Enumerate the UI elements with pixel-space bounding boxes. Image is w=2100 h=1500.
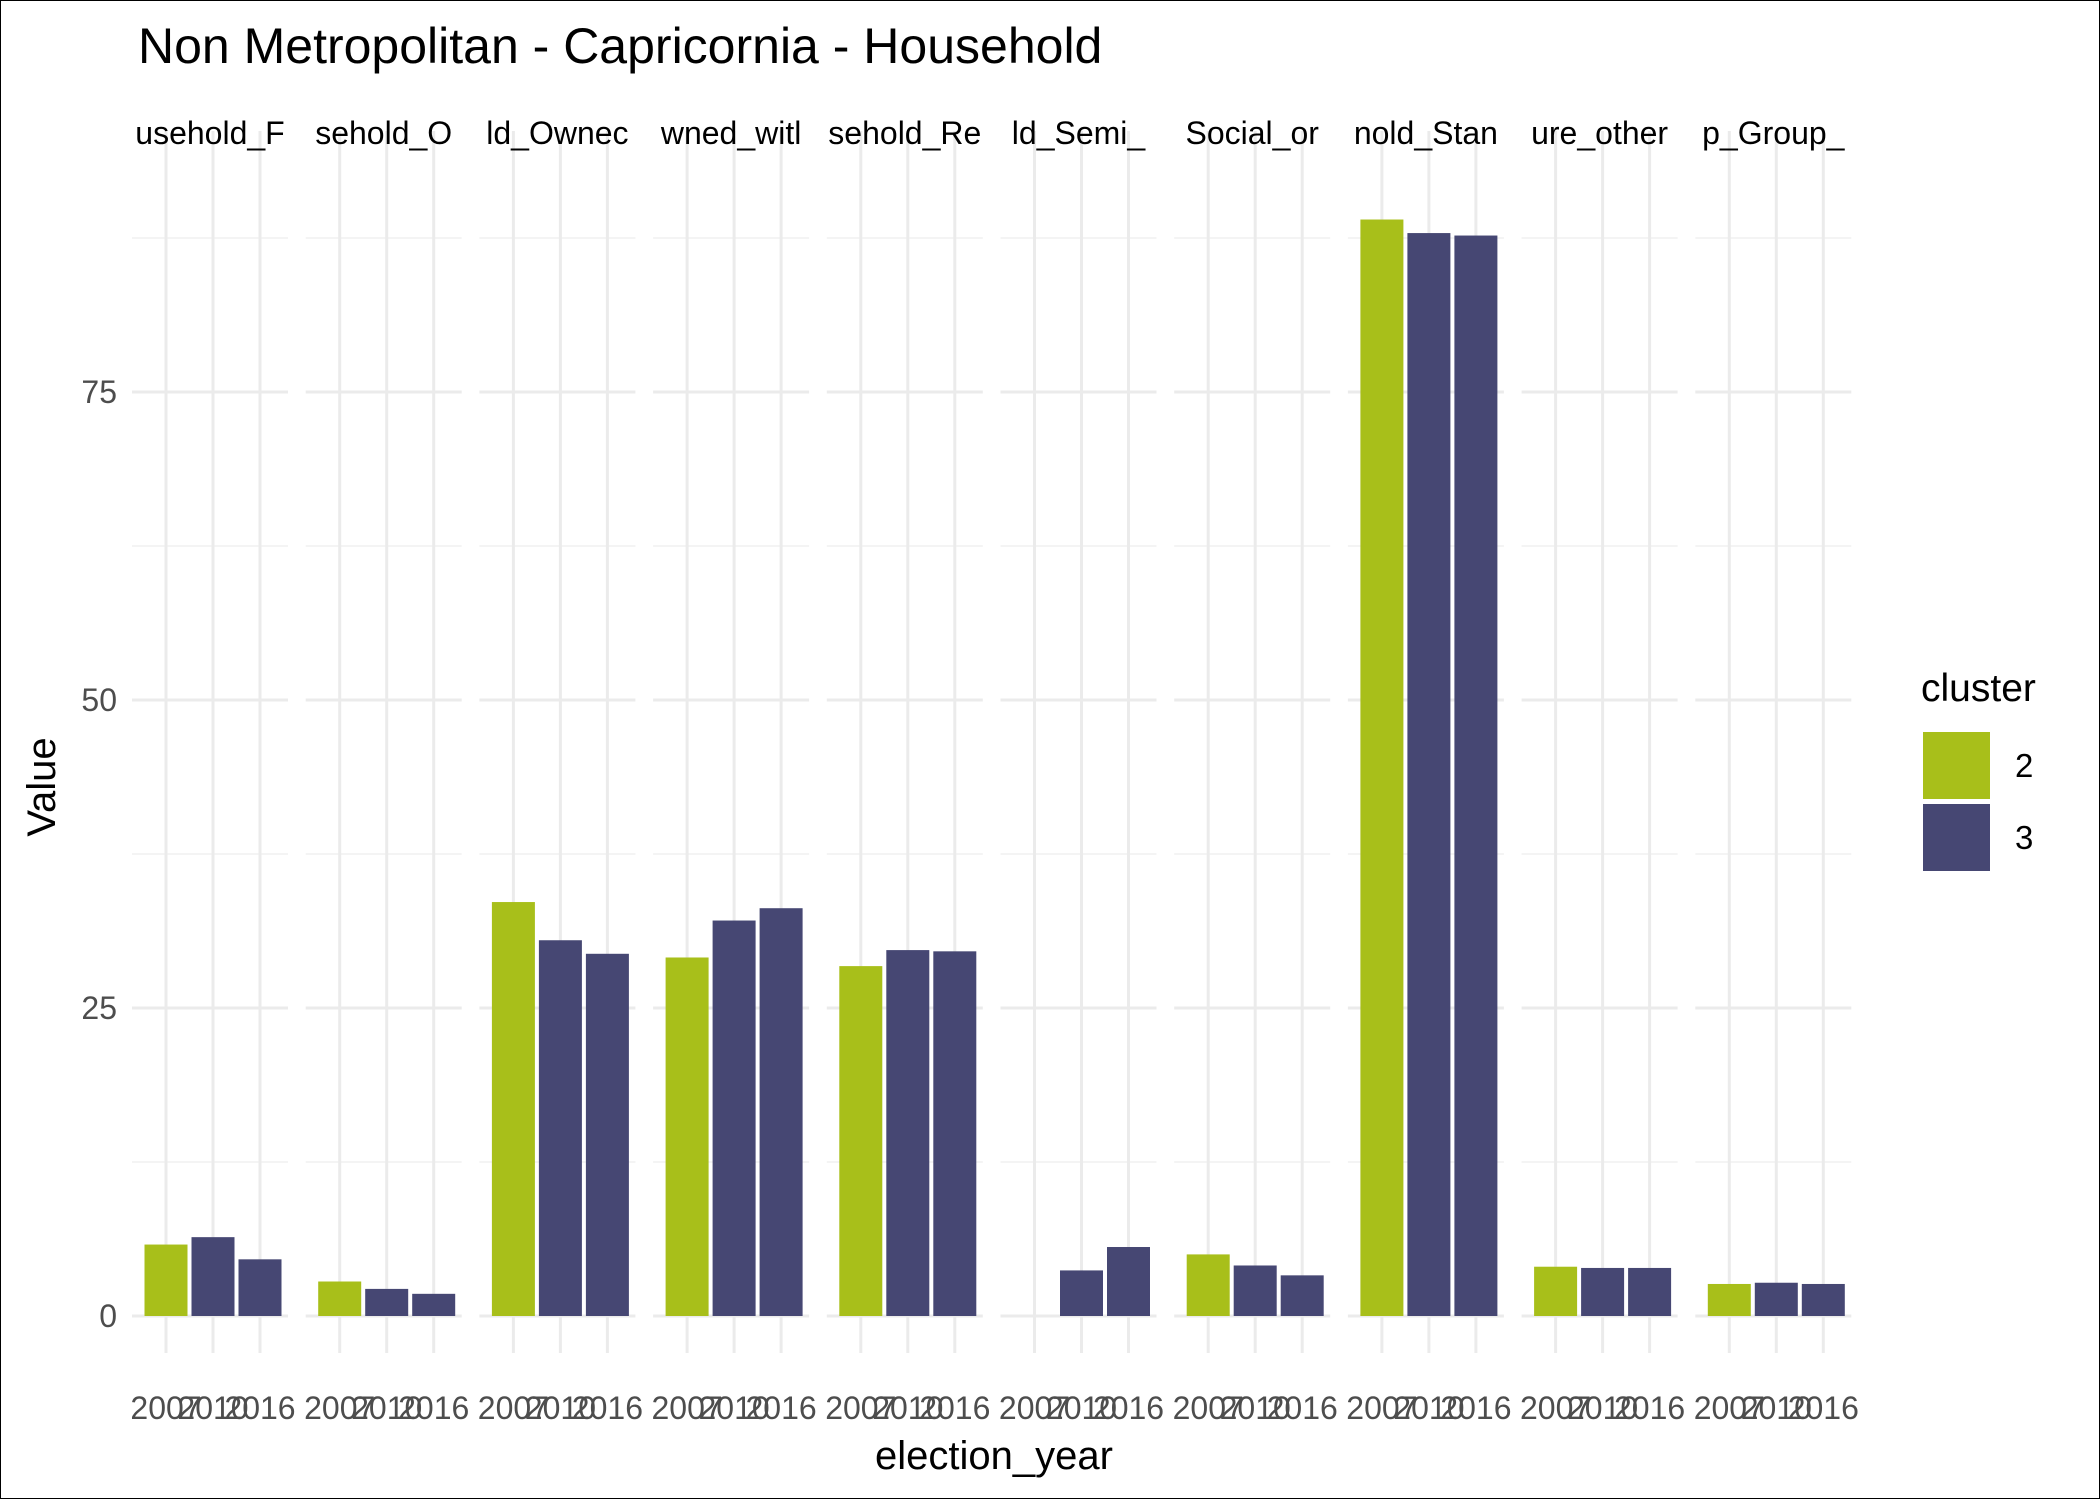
facet-strip-label: wned_witl — [660, 115, 802, 151]
bar — [1060, 1270, 1103, 1316]
bar — [933, 951, 977, 1316]
bar — [839, 966, 883, 1316]
x-tick-label: 2007 — [1520, 1390, 1591, 1426]
bar — [1107, 1247, 1150, 1316]
bar — [365, 1288, 409, 1316]
x-tick-label: 2007 — [999, 1390, 1070, 1426]
bar — [1360, 219, 1404, 1316]
bar — [665, 957, 709, 1316]
bar — [1628, 1267, 1672, 1316]
x-tick-label: 2016 — [1440, 1390, 1511, 1426]
x-tick-label: 2010 — [525, 1390, 596, 1426]
x-tick-label: 2007 — [652, 1390, 723, 1426]
x-tick-label: 2016 — [919, 1390, 990, 1426]
facet-strip-label: sehold_Re — [828, 115, 981, 151]
bar — [144, 1244, 188, 1316]
chart-title: Non Metropolitan - Capricornia - Househo… — [138, 18, 1102, 74]
bar — [1581, 1267, 1625, 1316]
bar — [491, 902, 535, 1316]
legend-title: cluster — [1921, 667, 2036, 710]
x-tick-label: 2007 — [1694, 1390, 1765, 1426]
bar — [585, 953, 629, 1316]
facet-strip-label: ld_Ownec — [486, 115, 628, 151]
x-tick-label: 2010 — [872, 1390, 943, 1426]
x-tick-label: 2016 — [1614, 1390, 1685, 1426]
x-tick-label: 2016 — [224, 1390, 295, 1426]
bar-layer — [144, 219, 1845, 1316]
grid-layer — [132, 131, 1852, 1353]
y-tick-label: 0 — [99, 1298, 117, 1334]
legend-key-2 — [1923, 732, 1990, 799]
x-tick-label: 2016 — [398, 1390, 469, 1426]
label-layer: 200720102016usehold_F200720102016sehold_… — [81, 115, 1858, 1426]
x-tick-label: 2010 — [699, 1390, 770, 1426]
x-tick-label: 2016 — [1093, 1390, 1164, 1426]
bar — [538, 940, 582, 1316]
x-tick-label: 2010 — [1046, 1390, 1117, 1426]
y-tick-label: 75 — [81, 374, 117, 410]
facet-strip-label: p_Group_ — [1702, 115, 1846, 151]
y-axis-label: Value — [20, 737, 64, 836]
y-tick-label: 50 — [81, 682, 117, 718]
bar — [712, 920, 756, 1316]
x-tick-label: 2016 — [1788, 1390, 1859, 1426]
facet-strip-label: usehold_F — [135, 115, 284, 151]
facet-strip-label: sehold_O — [315, 115, 452, 151]
legend: cluster 2 3 — [1921, 667, 2036, 871]
x-tick-label: 2010 — [1567, 1390, 1638, 1426]
bar — [1233, 1265, 1277, 1316]
bar — [1801, 1283, 1845, 1316]
x-tick-label: 2007 — [825, 1390, 896, 1426]
x-tick-label: 2007 — [1173, 1390, 1244, 1426]
bar — [1454, 235, 1498, 1316]
bar — [1754, 1282, 1798, 1316]
legend-label-3: 3 — [2015, 819, 2033, 856]
x-tick-label: 2016 — [572, 1390, 643, 1426]
bar — [886, 950, 930, 1316]
x-axis-label: election_year — [875, 1434, 1113, 1478]
facet-strip-label: ld_Semi_ — [1012, 115, 1147, 151]
x-tick-label: 2010 — [351, 1390, 422, 1426]
x-tick-label: 2010 — [1220, 1390, 1291, 1426]
bar — [1534, 1266, 1578, 1316]
x-tick-label: 2010 — [177, 1390, 248, 1426]
x-tick-label: 2007 — [478, 1390, 549, 1426]
x-tick-label: 2016 — [1267, 1390, 1338, 1426]
bar — [1280, 1275, 1324, 1316]
x-tick-label: 2007 — [1346, 1390, 1417, 1426]
x-tick-label: 2016 — [746, 1390, 817, 1426]
bar — [1407, 233, 1451, 1316]
bar — [318, 1281, 362, 1316]
x-tick-label: 2010 — [1741, 1390, 1812, 1426]
facet-strip-label: Social_or — [1185, 115, 1319, 151]
bar — [238, 1259, 282, 1316]
bar — [1707, 1283, 1751, 1316]
bar — [759, 908, 803, 1316]
x-tick-label: 2010 — [1393, 1390, 1464, 1426]
legend-label-2: 2 — [2015, 747, 2033, 784]
bar — [191, 1237, 235, 1316]
bar — [1186, 1254, 1230, 1316]
x-tick-label: 2007 — [304, 1390, 375, 1426]
x-tick-label: 2007 — [130, 1390, 201, 1426]
bar — [412, 1293, 456, 1316]
y-tick-label: 25 — [81, 990, 117, 1026]
legend-key-3 — [1923, 804, 1990, 871]
facet-strip-label: ure_other — [1531, 115, 1668, 151]
facet-strip-label: nold_Stan — [1354, 115, 1498, 151]
